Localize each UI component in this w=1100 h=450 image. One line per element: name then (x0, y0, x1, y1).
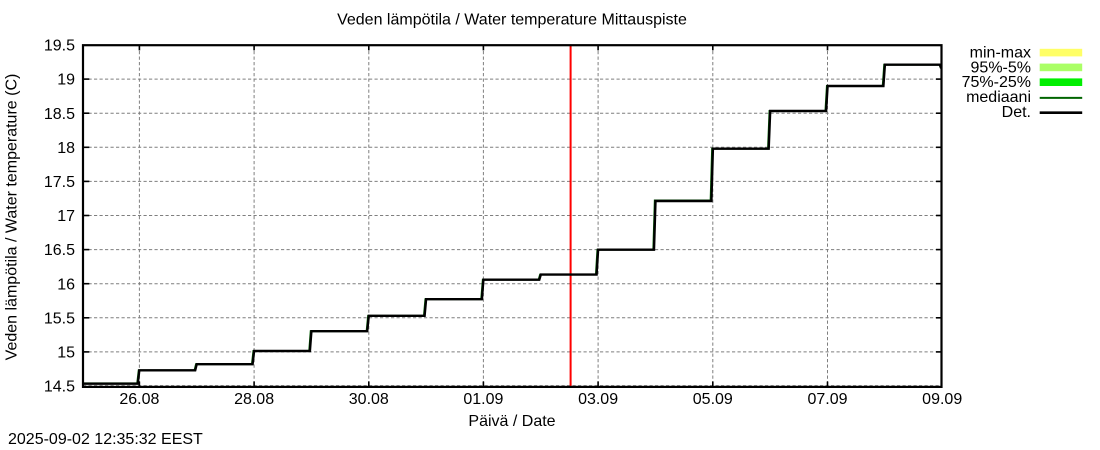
svg-text:15: 15 (57, 345, 75, 362)
svg-text:17: 17 (57, 208, 75, 225)
svg-text:09.09: 09.09 (922, 391, 962, 408)
svg-text:19.5: 19.5 (44, 38, 75, 55)
svg-text:min-max: min-max (970, 45, 1031, 62)
svg-text:18: 18 (57, 140, 75, 157)
svg-text:03.09: 03.09 (578, 391, 618, 408)
svg-text:14.5: 14.5 (44, 379, 75, 396)
svg-text:07.09: 07.09 (807, 391, 847, 408)
svg-text:95%-5%: 95%-5% (971, 59, 1031, 76)
svg-text:75%-25%: 75%-25% (962, 74, 1031, 91)
svg-text:15.5: 15.5 (44, 310, 75, 327)
svg-text:Veden lämpötila / Water temper: Veden lämpötila / Water temperature Mitt… (337, 12, 687, 29)
svg-text:30.08: 30.08 (349, 391, 389, 408)
svg-text:2025-09-02 12:35:32 EEST: 2025-09-02 12:35:32 EEST (8, 431, 203, 448)
svg-text:26.08: 26.08 (119, 391, 159, 408)
svg-text:16.5: 16.5 (44, 242, 75, 259)
svg-text:01.09: 01.09 (463, 391, 503, 408)
svg-text:Det.: Det. (1002, 104, 1031, 121)
svg-text:05.09: 05.09 (693, 391, 733, 408)
svg-text:Päivä / Date: Päivä / Date (468, 413, 555, 430)
svg-text:17.5: 17.5 (44, 174, 75, 191)
svg-text:16: 16 (57, 276, 75, 293)
svg-text:19: 19 (57, 72, 75, 89)
svg-text:Veden lämpötila / Water temper: Veden lämpötila / Water temperature (C) (4, 74, 21, 361)
svg-text:28.08: 28.08 (234, 391, 274, 408)
svg-text:18.5: 18.5 (44, 106, 75, 123)
svg-text:mediaani: mediaani (966, 89, 1031, 106)
